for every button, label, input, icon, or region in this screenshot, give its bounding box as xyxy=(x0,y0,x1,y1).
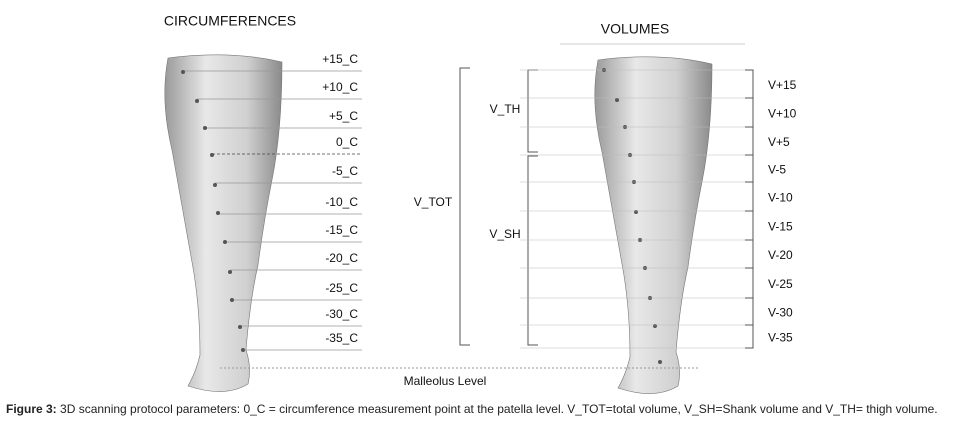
volume-bracket xyxy=(745,126,754,156)
caption-label: Figure 3: xyxy=(6,402,57,416)
volume-label: V-10 xyxy=(768,191,793,205)
malleolus-label: Malleolus Level xyxy=(404,374,487,388)
marker-dot xyxy=(230,298,234,302)
marker-dot xyxy=(223,240,227,244)
volume-bracket xyxy=(745,97,754,128)
marker-dot xyxy=(615,98,619,102)
volume-bracket xyxy=(745,239,754,269)
caption: Figure 3: 3D scanning protocol parameter… xyxy=(6,402,951,416)
brace-shank xyxy=(527,155,538,346)
volume-bracket xyxy=(745,69,754,99)
marker-dot xyxy=(238,325,242,329)
circumference-label: -15_C xyxy=(325,223,358,237)
circumference-label: -25_C xyxy=(325,281,358,295)
circumference-label: +15_C xyxy=(322,52,358,66)
volume-label: V+5 xyxy=(768,135,790,149)
volume-label: V-20 xyxy=(768,248,793,262)
volume-label: V-35 xyxy=(768,331,793,345)
marker-dot xyxy=(653,324,657,328)
brace-total xyxy=(459,67,470,346)
volume-label: V-5 xyxy=(768,163,786,177)
leg-model xyxy=(594,56,713,395)
circumference-label: -10_C xyxy=(325,195,358,209)
marker-dot xyxy=(181,70,185,74)
volume-bracket xyxy=(745,267,754,299)
circumference-label: -35_C xyxy=(325,331,358,345)
figure: CIRCUMFERENCES VOLUMES Malleolus Level V… xyxy=(164,13,797,395)
leg-model xyxy=(164,54,283,393)
circumference-label: -5_C xyxy=(332,164,358,178)
volume-bracket xyxy=(745,154,754,183)
brace-thigh xyxy=(527,69,538,153)
circumference-label: 0_C xyxy=(336,135,358,149)
volume-label: V-30 xyxy=(768,306,793,320)
circumference-label: +10_C xyxy=(322,80,358,94)
brace-label: V_TH xyxy=(490,102,521,116)
brace-label: V_TOT xyxy=(414,195,453,209)
brace-label: V_SH xyxy=(489,227,520,241)
caption-text: 3D scanning protocol parameters: 0_C = c… xyxy=(60,402,938,416)
volume-bracket xyxy=(745,210,754,241)
volume-bracket xyxy=(745,324,754,349)
marker-dot xyxy=(228,270,232,274)
marker-dot xyxy=(213,183,217,187)
volume-label: V-15 xyxy=(768,220,793,234)
marker-dot xyxy=(634,210,638,214)
volume-label: V+15 xyxy=(768,78,797,92)
volume-label: V+10 xyxy=(768,107,797,121)
circumference-label: -30_C xyxy=(325,307,358,321)
marker-dot xyxy=(216,211,220,215)
title: VOLUMES xyxy=(601,21,669,37)
circumference-label: -20_C xyxy=(325,251,358,265)
marker-dot xyxy=(658,360,662,364)
title: CIRCUMFERENCES xyxy=(164,13,296,29)
marker-dot xyxy=(195,99,199,103)
marker-dot xyxy=(241,348,245,352)
volume-bracket xyxy=(745,297,754,326)
volume-label: V-25 xyxy=(768,277,793,291)
marker-dot xyxy=(203,126,207,130)
volume-bracket xyxy=(745,181,754,212)
marker-dot xyxy=(210,153,214,157)
circumference-label: +5_C xyxy=(329,109,358,123)
